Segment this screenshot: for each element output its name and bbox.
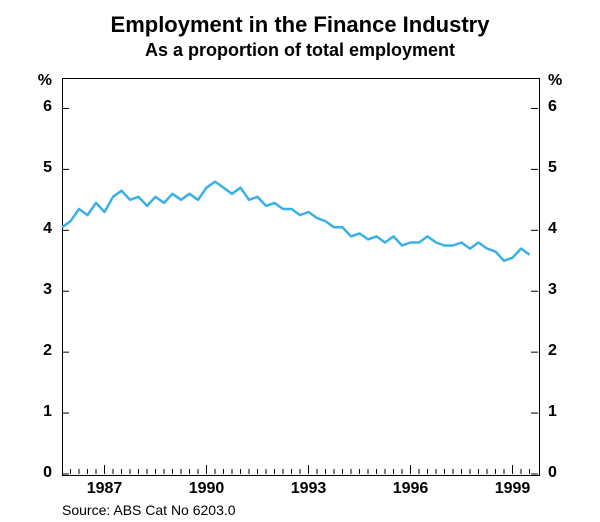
ytick-right: 5 [548,159,557,177]
ytick-left: 4 [43,220,52,238]
chart-container: Employment in the Finance Industry As a … [0,0,600,522]
ytick-left: 2 [43,342,52,360]
xtick: 1996 [393,480,429,498]
ytick-right: 2 [548,342,557,360]
ytick-left: 5 [43,159,52,177]
chart-source: Source: ABS Cat No 6203.0 [62,502,236,518]
xtick: 1987 [87,480,123,498]
ytick-left: 0 [43,464,52,482]
ytick-right: 6 [548,98,557,116]
data-line [62,182,530,261]
y-unit-right: % [548,72,562,90]
xtick: 1993 [291,480,327,498]
ytick-right: 0 [548,464,557,482]
xtick: 1999 [495,480,531,498]
ytick-left: 3 [43,281,52,299]
ytick-right: 4 [548,220,557,238]
xtick: 1990 [189,480,225,498]
y-unit-left: % [38,72,52,90]
ytick-right: 1 [548,403,557,421]
chart-svg [0,0,600,522]
ytick-right: 3 [548,281,557,299]
ytick-left: 1 [43,403,52,421]
ytick-left: 6 [43,98,52,116]
